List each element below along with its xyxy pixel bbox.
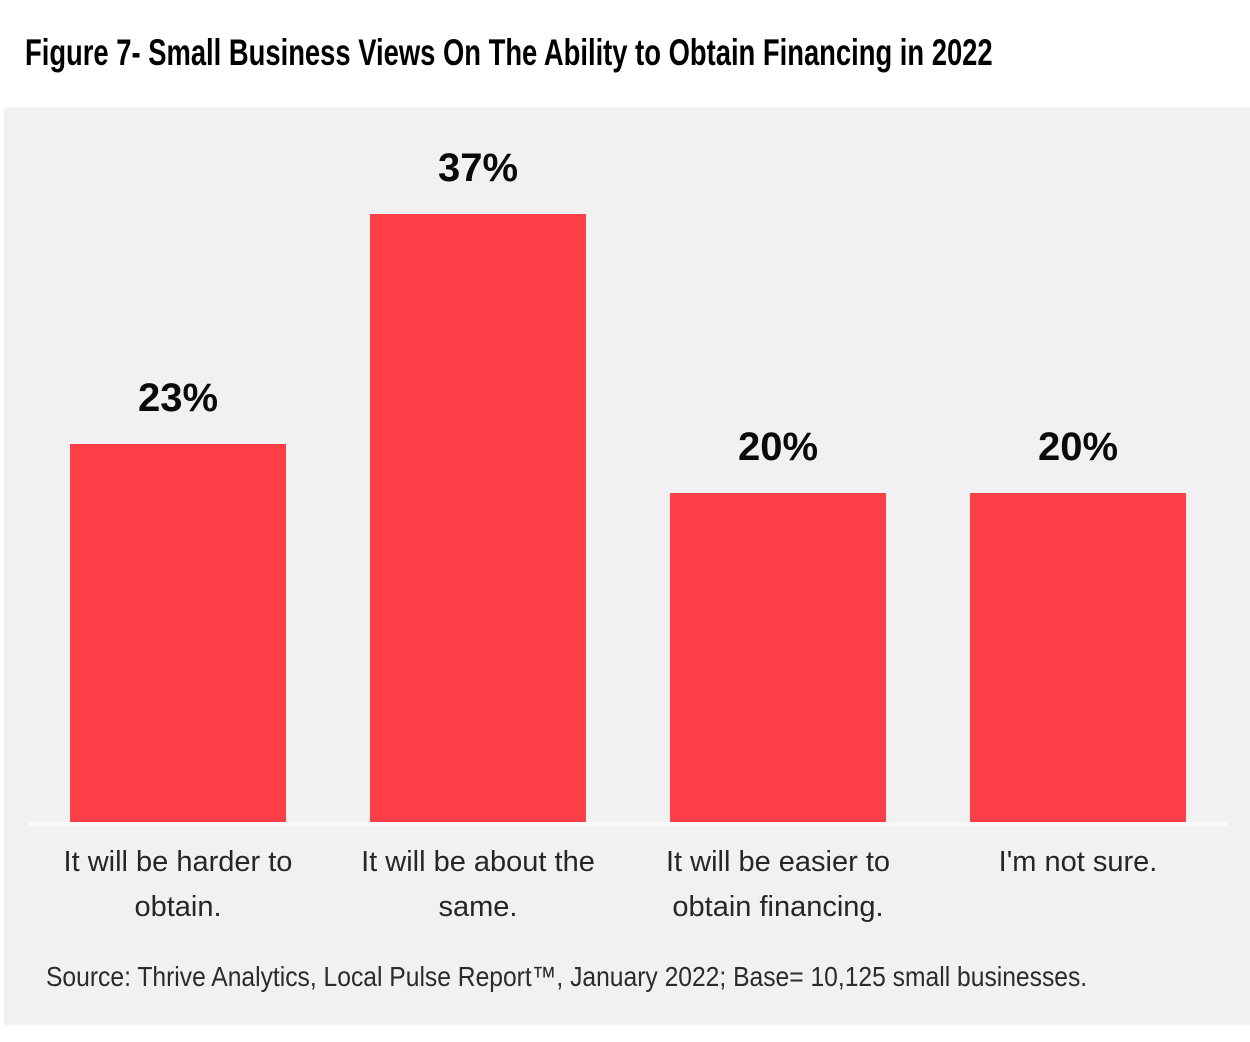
bar-category-label: It will be about the same. — [361, 846, 595, 923]
bar-category-label: I'm not sure. — [998, 846, 1158, 878]
bar-value-label: 20% — [1037, 425, 1119, 469]
bar — [670, 493, 886, 822]
bar-category-label: It will be harder to obtain. — [63, 846, 293, 923]
bar-category-label: It will be easier to obtain financing. — [665, 846, 891, 923]
x-axis-baseline — [28, 822, 1228, 826]
source-note: Source: Thrive Analytics, Local Pulse Re… — [46, 961, 1088, 992]
bar — [370, 214, 586, 822]
figure-title: Figure 7- Small Business Views On The Ab… — [25, 32, 993, 73]
bar — [970, 493, 1186, 822]
bar-value-label: 20% — [737, 425, 819, 469]
bar — [70, 444, 286, 822]
bar-value-label: 23% — [137, 376, 219, 420]
bar-value-label: 37% — [437, 146, 519, 190]
